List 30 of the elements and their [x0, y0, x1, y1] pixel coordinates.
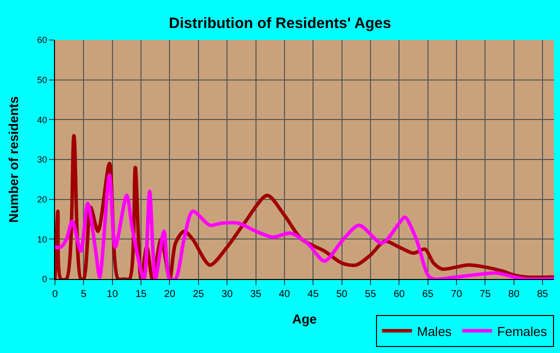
x-tick-label: 60: [394, 289, 406, 300]
x-tick-label: 5: [80, 289, 87, 300]
x-tick-label: 25: [192, 289, 204, 300]
y-tick-label: 20: [37, 194, 48, 204]
x-tick-label: 80: [508, 289, 520, 300]
x-tick-label: 30: [222, 289, 234, 300]
y-axis-title: Number of residents: [6, 96, 22, 223]
x-axis-title: Age: [292, 312, 317, 327]
x-tick-label: 55: [364, 289, 376, 300]
x-tick-label: 0: [52, 289, 58, 300]
y-tick-label: 40: [37, 114, 48, 125]
x-tick-label: 45: [308, 289, 320, 300]
y-tick-label: 0: [42, 274, 48, 284]
x-tick-label: 85: [536, 289, 549, 300]
x-tick-label: 40: [278, 289, 290, 300]
legend-label: Females: [497, 324, 548, 339]
x-tick-label: 20: [164, 289, 176, 300]
chart-title: Distribution of Residents' Ages: [168, 15, 392, 32]
x-tick-label: 65: [422, 289, 434, 300]
y-tick-label: 60: [37, 35, 48, 46]
x-tick-label: 70: [450, 289, 462, 300]
x-tick-label: 75: [480, 289, 492, 300]
x-tick-label: 15: [135, 289, 148, 300]
y-tick-label: 50: [37, 74, 48, 85]
x-tick-label: 10: [106, 289, 118, 300]
legend-label: Males: [417, 324, 452, 339]
x-tick-label: 50: [336, 289, 348, 300]
y-tick-label: 30: [37, 154, 48, 165]
y-tick-label: 10: [37, 234, 48, 244]
x-tick-label: 35: [250, 289, 262, 300]
